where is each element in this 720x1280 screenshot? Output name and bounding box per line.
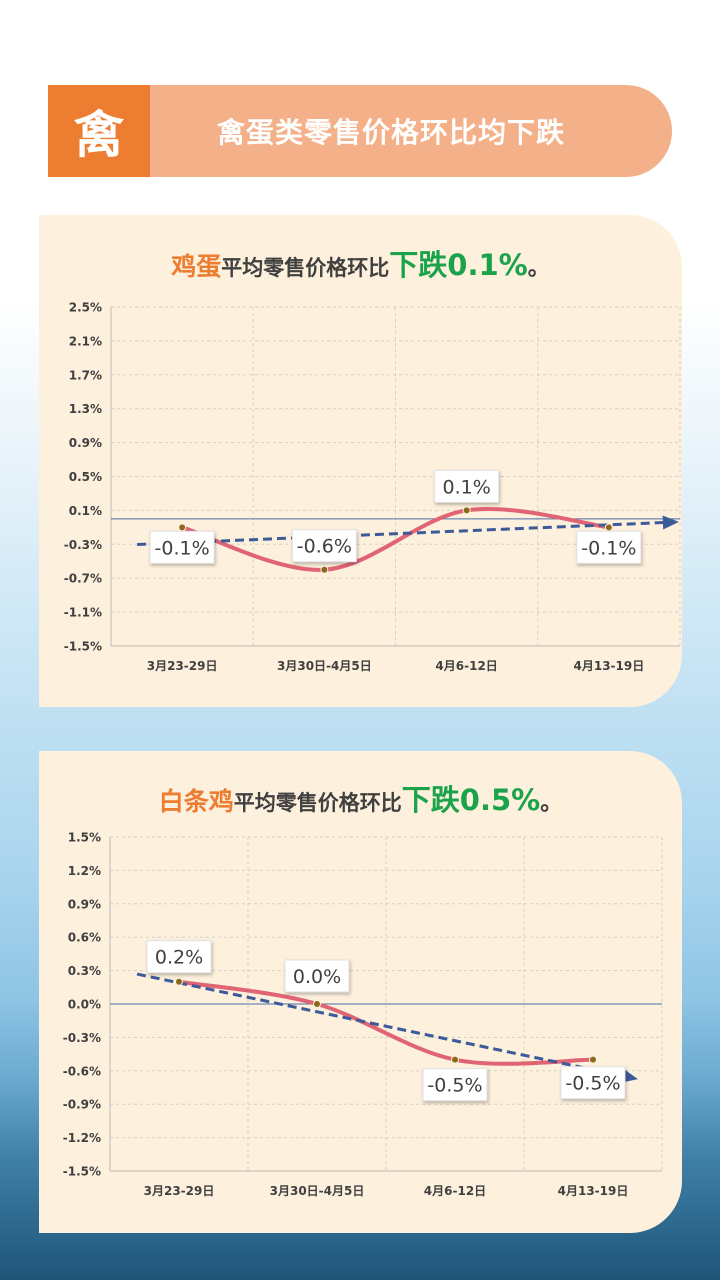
y-tick-label: -1.2%	[63, 1131, 101, 1145]
y-tick-label: 2.5%	[69, 301, 102, 315]
egg-chart-title: 鸡蛋平均零售价格环比下跌0.1%。	[39, 242, 682, 284]
chicken-line-chart: 1.5% 1.2% 0.9% 0.6% 0.3% 0.0% -0.3% -0.6% -0.9% -…	[63, 831, 663, 1198]
trend-arrow-head	[662, 515, 679, 530]
data-label: -0.1%	[581, 537, 636, 559]
title-change: 下跌0.1%	[389, 248, 528, 282]
series-line	[177, 979, 595, 1066]
trend-line	[137, 520, 667, 546]
series-line	[180, 506, 611, 572]
data-label: 0.0%	[293, 966, 341, 988]
y-tick-label: 0.5%	[69, 470, 102, 484]
data-label-box	[434, 469, 500, 503]
x-tick-label: 3月30日-4月5日	[270, 1184, 365, 1198]
banner-title: 禽蛋类零售价格环比均下跌	[216, 116, 565, 149]
banner-icon-char: 禽	[74, 106, 124, 164]
y-tick-label: -1.5%	[63, 1165, 101, 1179]
data-point	[178, 523, 187, 532]
data-label-box	[284, 959, 350, 993]
y-tick-label: 0.1%	[69, 504, 102, 518]
y-tick-label: 1.3%	[69, 402, 102, 416]
data-label: -0.1%	[155, 537, 210, 559]
data-label-box	[422, 1068, 488, 1102]
y-tick-label: 2.1%	[69, 334, 102, 348]
x-tick-label: 4月6-12日	[424, 1184, 486, 1198]
y-tick-label: -0.6%	[63, 1064, 101, 1078]
x-tick-label: 4月6-12日	[435, 659, 497, 673]
y-tick-label: -1.5%	[64, 640, 102, 654]
data-label-box	[560, 1066, 626, 1100]
y-tick-label: -0.3%	[64, 538, 102, 552]
data-label: -0.6%	[297, 536, 352, 558]
y-tick-label: 0.0%	[68, 998, 101, 1012]
x-tick-label: 3月30日-4月5日	[277, 659, 372, 673]
egg-line-chart: 2.5% 2.1% 1.7% 1.3% 0.9% 0.5% 0.1% -0.3% -0.7% -1…	[64, 301, 681, 673]
title-tail: 。	[527, 256, 550, 281]
data-point	[451, 1055, 459, 1064]
data-point	[462, 506, 471, 515]
data-label: 0.2%	[155, 947, 203, 969]
data-label-box	[291, 529, 357, 563]
y-tick-label: 1.2%	[68, 864, 101, 878]
y-tick-label: 1.5%	[68, 831, 101, 845]
y-tick-label: 1.7%	[69, 368, 102, 382]
y-tick-label: 0.9%	[68, 897, 101, 911]
data-point	[320, 565, 329, 574]
chicken-chart-title: 白条鸡平均零售价格环比下跌0.5%。	[39, 777, 682, 819]
banner-background	[48, 85, 672, 177]
trend-line	[136, 972, 627, 1079]
y-tick-label: -0.9%	[63, 1098, 101, 1112]
data-point	[175, 977, 183, 986]
data-label: -0.5%	[427, 1075, 482, 1097]
egg-chart-card: 鸡蛋平均零售价格环比下跌0.1%。 2.5% 2.1% 1.7% 1.3% 0.9% 0.…	[39, 215, 682, 707]
chicken-chart-card: 白条鸡平均零售价格环比下跌0.5%。 1.5% 1.2% 0.9% 0.6% 0.3% 0…	[39, 751, 682, 1233]
x-tick-label: 4月13-19日	[574, 659, 645, 673]
y-tick-label: -0.3%	[63, 1031, 101, 1045]
title-middle: 平均零售价格环比	[221, 256, 390, 280]
y-tick-label: -0.7%	[64, 572, 102, 586]
title-item: 白条鸡	[158, 787, 234, 816]
data-point	[589, 1055, 597, 1064]
title-item: 鸡蛋	[171, 252, 222, 281]
data-label: -0.5%	[565, 1073, 620, 1095]
y-tick-label: 0.6%	[68, 931, 101, 945]
title-middle: 平均零售价格环比	[233, 791, 402, 815]
y-tick-label: -1.1%	[64, 606, 102, 620]
data-point	[604, 523, 613, 532]
data-label-box	[146, 940, 212, 974]
data-label-box	[576, 530, 642, 564]
x-tick-label: 4月13-19日	[558, 1184, 629, 1198]
data-point	[313, 1000, 321, 1008]
y-tick-label: 0.9%	[69, 436, 102, 450]
data-label-box	[149, 530, 215, 564]
poultry-icon: 禽	[48, 85, 150, 177]
title-change: 下跌0.5%	[401, 783, 541, 817]
data-label: 0.1%	[442, 476, 490, 498]
y-tick-label: 0.3%	[68, 964, 101, 978]
header-banner: 禽 禽蛋类零售价格环比均下跌	[48, 85, 672, 177]
x-tick-label: 3月23-29日	[144, 1184, 215, 1198]
title-tail: 。	[540, 791, 563, 816]
x-tick-label: 3月23-29日	[147, 659, 218, 673]
